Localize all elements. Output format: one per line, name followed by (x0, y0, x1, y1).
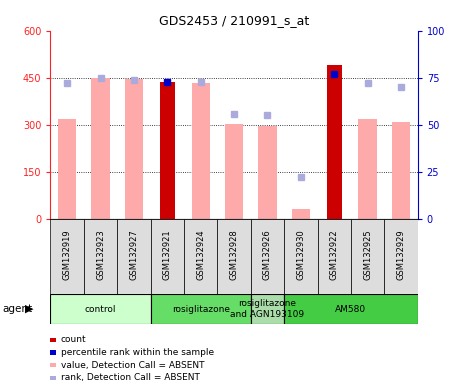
Text: GSM132929: GSM132929 (397, 230, 405, 280)
Bar (291, 210, 310, 219)
Text: GSM132928: GSM132928 (230, 230, 239, 280)
Bar (218, 219, 251, 294)
Bar (327, 65, 342, 219)
Bar (117, 219, 151, 294)
Bar (191, 83, 210, 219)
Text: rosiglitazone: rosiglitazone (172, 305, 230, 314)
Text: agent: agent (2, 304, 33, 314)
Bar (50, 219, 84, 294)
Text: value, Detection Call = ABSENT: value, Detection Call = ABSENT (61, 361, 204, 370)
Text: GSM132922: GSM132922 (330, 230, 339, 280)
Text: GSM132919: GSM132919 (63, 230, 72, 280)
Bar (91, 78, 110, 219)
Bar (318, 219, 351, 294)
Bar (151, 295, 251, 324)
Bar (392, 122, 410, 219)
Bar (151, 219, 184, 294)
Bar (58, 119, 76, 219)
Bar (225, 124, 243, 219)
Text: AM580: AM580 (336, 305, 366, 314)
Text: control: control (85, 305, 116, 314)
Bar (251, 295, 284, 324)
Bar (351, 219, 384, 294)
Bar (358, 119, 377, 219)
Text: GSM132924: GSM132924 (196, 230, 205, 280)
Bar (258, 126, 277, 219)
Bar (284, 295, 418, 324)
Bar (384, 219, 418, 294)
Bar (160, 82, 175, 219)
Bar (125, 79, 143, 219)
Bar (251, 219, 284, 294)
Text: GSM132925: GSM132925 (363, 230, 372, 280)
Title: GDS2453 / 210991_s_at: GDS2453 / 210991_s_at (159, 14, 309, 27)
Text: GSM132923: GSM132923 (96, 230, 105, 280)
Bar (284, 219, 318, 294)
Text: rank, Detection Call = ABSENT: rank, Detection Call = ABSENT (61, 373, 200, 382)
Text: rosiglitazone
and AGN193109: rosiglitazone and AGN193109 (230, 300, 304, 319)
Text: ▶: ▶ (25, 304, 34, 314)
Text: GSM132926: GSM132926 (263, 230, 272, 280)
Bar (50, 295, 151, 324)
Text: count: count (61, 335, 86, 344)
Text: GSM132921: GSM132921 (163, 230, 172, 280)
Bar (84, 219, 117, 294)
Text: GSM132930: GSM132930 (297, 230, 305, 280)
Text: percentile rank within the sample: percentile rank within the sample (61, 348, 214, 357)
Bar (184, 219, 218, 294)
Text: GSM132927: GSM132927 (129, 230, 139, 280)
